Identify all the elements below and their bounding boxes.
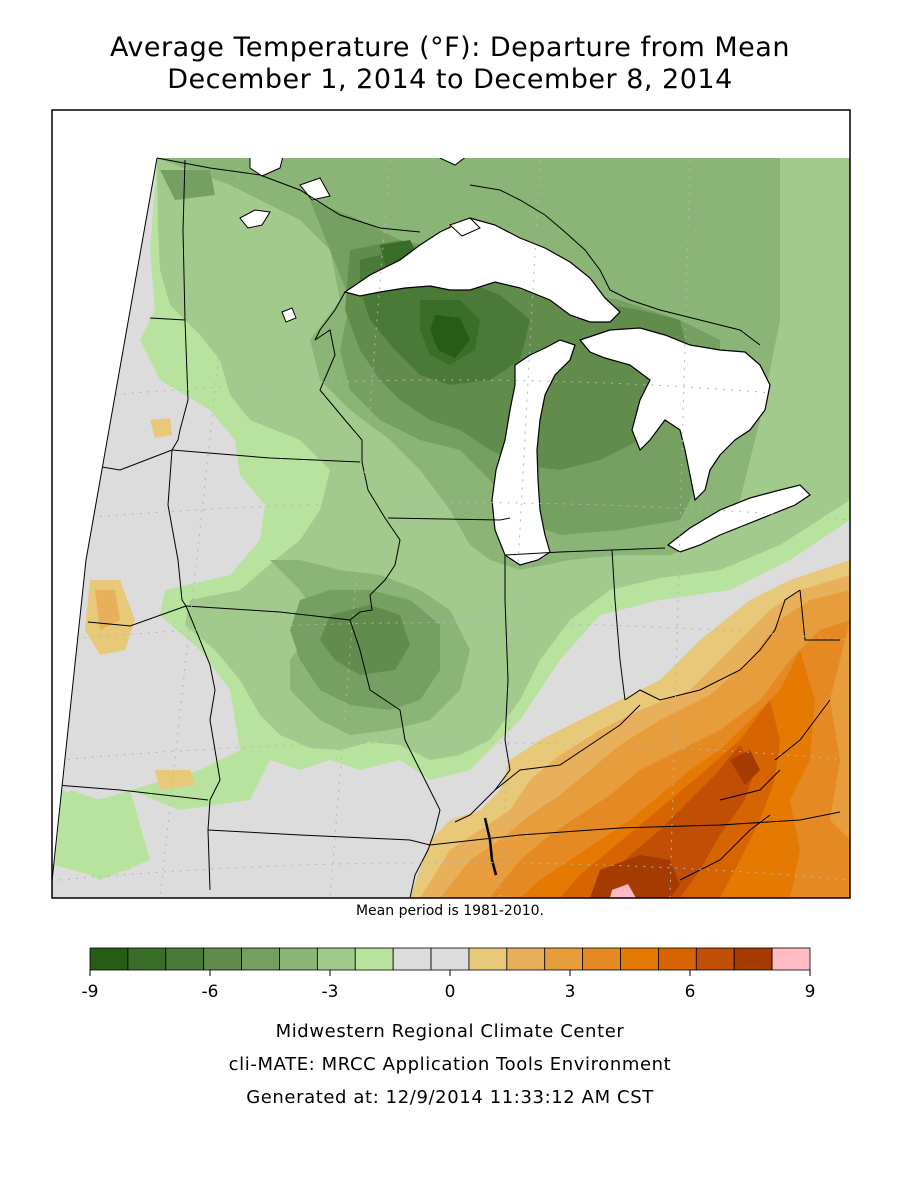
legend-swatch — [203, 947, 242, 971]
canada-water — [249, 158, 481, 237]
legend-tick-label: 0 — [445, 982, 456, 1002]
map-title-line1: Average Temperature (°F): Departure from… — [110, 32, 790, 63]
legend-swatches — [89, 947, 811, 971]
legend-tick-label: -3 — [322, 982, 339, 1002]
legend-tick-label: -9 — [82, 982, 99, 1002]
lake-red — [281, 307, 297, 323]
legend-tick-label: 9 — [805, 982, 816, 1002]
mississippi-river-marks — [483, 817, 498, 876]
legend-tick-label: 6 — [685, 982, 696, 1002]
legend-swatch — [582, 947, 621, 971]
contour-plus6 — [560, 700, 780, 898]
footer-organization: Midwestern Regional Climate Center — [275, 1021, 625, 1042]
lake-michigan — [491, 339, 576, 566]
legend-swatch — [658, 947, 697, 971]
graticule — [59, 159, 850, 898]
legend-swatch — [544, 947, 584, 971]
legend-swatch — [695, 947, 735, 971]
lake-huron — [578, 327, 771, 502]
legend-swatch — [165, 947, 205, 971]
contour-plus8 — [590, 750, 760, 898]
color-legend: -9 -6 -3 0 3 6 9 — [82, 947, 816, 1002]
legend-swatch — [430, 947, 470, 971]
footer-generated-time: Generated at: 12/9/2014 11:33:12 AM CST — [246, 1087, 654, 1108]
legend-swatch — [89, 947, 129, 971]
legend-swatch — [733, 947, 773, 971]
state-boundaries — [55, 159, 841, 898]
legend-ticks: -9 -6 -3 0 3 6 9 — [82, 970, 816, 1002]
legend-swatch — [316, 947, 356, 971]
legend-tick-label: 3 — [565, 982, 576, 1002]
legend-swatch — [392, 947, 432, 971]
map-contours — [52, 158, 850, 898]
legend-swatch — [468, 947, 508, 971]
legend-swatch — [771, 947, 811, 971]
legend-swatch — [354, 947, 394, 971]
legend-swatch — [127, 947, 167, 971]
legend-tick-label: -6 — [202, 982, 219, 1002]
lake-erie — [666, 484, 811, 553]
footer-application: cli-MATE: MRCC Application Tools Environ… — [228, 1054, 672, 1075]
mean-period-note: Mean period is 1981-2010. — [355, 903, 545, 919]
contour-minus8 — [430, 315, 470, 358]
legend-swatch — [279, 947, 318, 971]
legend-swatch — [241, 947, 280, 971]
contour-minus1-southwest — [55, 790, 140, 875]
lake-winnipeg-area — [239, 209, 271, 229]
contour-plus9 — [610, 884, 636, 898]
legend-swatch — [506, 947, 546, 971]
northern-coastline — [156, 157, 761, 346]
projection-edges — [51, 157, 851, 898]
legend-swatch — [620, 947, 659, 971]
map-title-line2: December 1, 2014 to December 8, 2014 — [167, 64, 733, 95]
lake-superior — [343, 217, 621, 323]
